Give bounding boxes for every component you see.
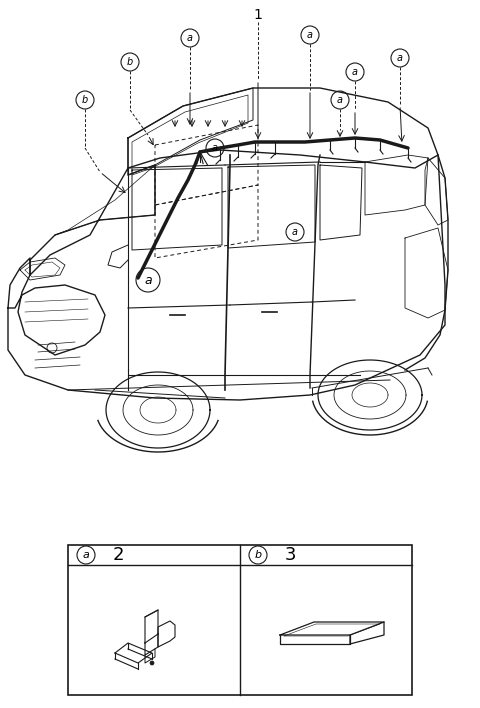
Text: b: b bbox=[82, 95, 88, 105]
Text: a: a bbox=[144, 273, 152, 287]
Text: 2: 2 bbox=[112, 546, 124, 564]
Text: b: b bbox=[254, 550, 262, 560]
Text: 3: 3 bbox=[284, 546, 296, 564]
Text: a: a bbox=[83, 550, 89, 560]
Text: a: a bbox=[212, 143, 218, 153]
Text: a: a bbox=[187, 33, 193, 43]
Circle shape bbox=[150, 661, 154, 665]
Bar bbox=[68, 545, 412, 695]
Text: a: a bbox=[307, 30, 313, 40]
Text: b: b bbox=[127, 57, 133, 67]
Text: a: a bbox=[352, 67, 358, 77]
Text: a: a bbox=[337, 95, 343, 105]
Text: a: a bbox=[292, 227, 298, 237]
Text: 1: 1 bbox=[253, 8, 263, 22]
Text: a: a bbox=[397, 53, 403, 63]
